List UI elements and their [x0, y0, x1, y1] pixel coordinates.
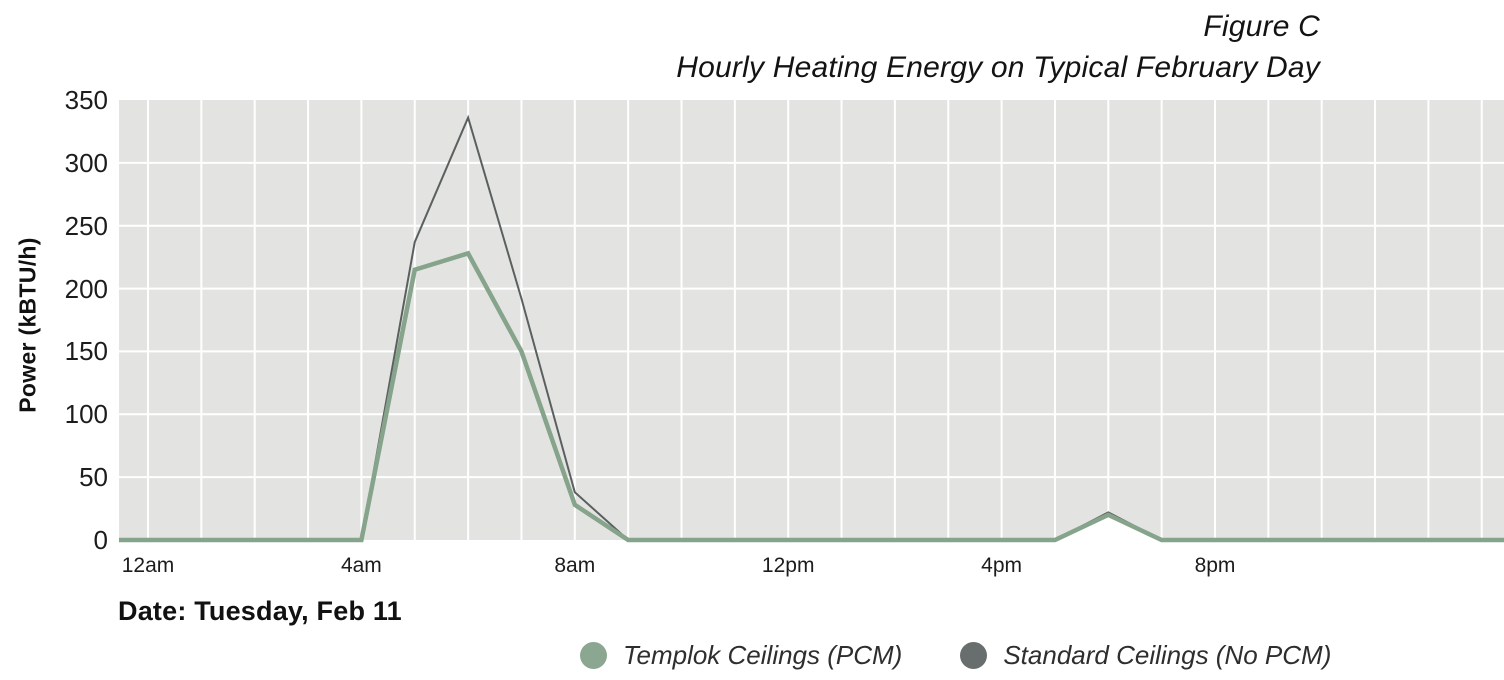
legend-item-standard: Standard Ceilings (No PCM): [960, 640, 1331, 670]
y-tick-label: 50: [79, 462, 108, 493]
standard-legend-dot-icon: [960, 641, 988, 669]
plot-area-background: [119, 100, 1504, 540]
y-tick-label: 250: [64, 210, 108, 241]
x-tick-label: 12am: [121, 554, 175, 577]
chart-legend: Templok Ceilings (PCM) Standard Ceilings…: [580, 640, 1331, 670]
chart-title: Hourly Heating Energy on Typical Februar…: [676, 51, 1320, 84]
x-tick-label: 12pm: [761, 554, 815, 577]
legend-item-templok: Templok Ceilings (PCM): [580, 640, 902, 670]
line-chart-canvas: [119, 100, 1504, 548]
y-tick-label: 300: [64, 147, 108, 178]
y-tick-label: 0: [93, 525, 108, 555]
y-tick-label: 350: [64, 85, 108, 115]
x-tick-label: 4am: [340, 554, 382, 577]
chart-title-block: Figure C Hourly Heating Energy on Typica…: [676, 6, 1320, 88]
y-tick-label: 200: [64, 273, 108, 304]
x-tick-label: 8pm: [1194, 554, 1236, 577]
figure-label: Figure C: [1203, 10, 1320, 43]
date-note: Date: Tuesday, Feb 11: [118, 596, 402, 626]
x-tick-label: 4pm: [981, 554, 1023, 577]
standard-legend-label: Standard Ceilings (No PCM): [1003, 640, 1332, 670]
y-tick-label: 150: [64, 336, 108, 367]
y-tick-label: 100: [64, 399, 108, 430]
x-tick-label: 8am: [554, 554, 596, 577]
templok-legend-dot-icon: [580, 641, 607, 669]
y-axis-title: Power (kBTU/h): [14, 237, 41, 413]
templok-legend-label: Templok Ceilings (PCM): [623, 640, 903, 670]
